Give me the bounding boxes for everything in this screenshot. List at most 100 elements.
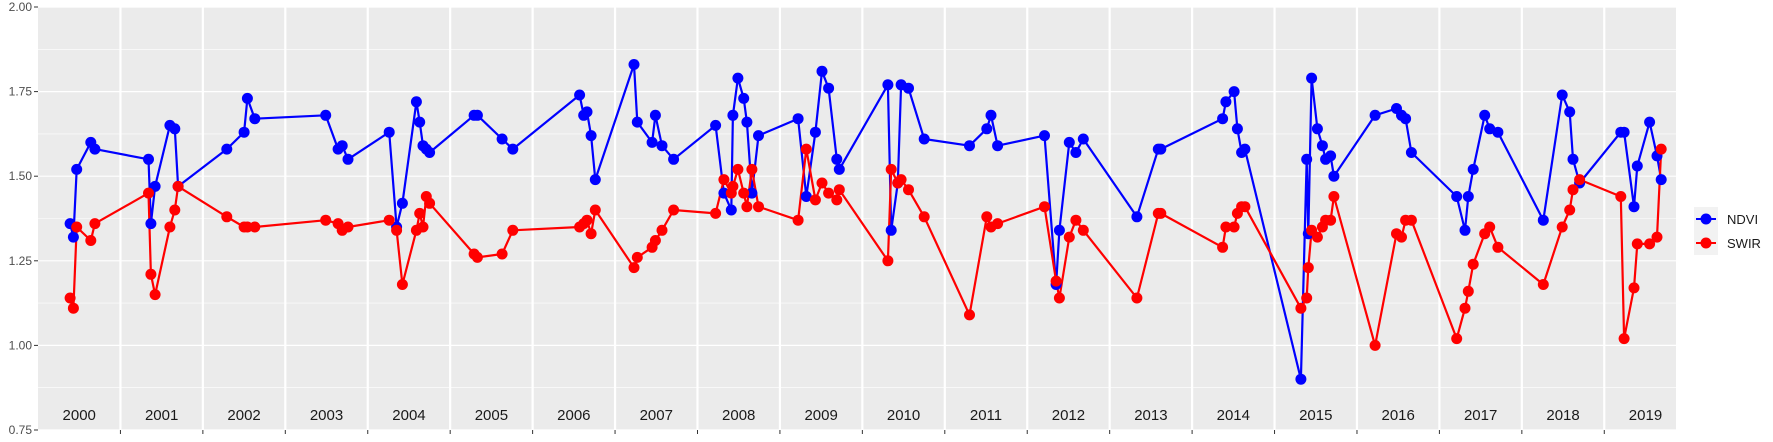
grid-lines: [38, 6, 1676, 431]
ndvi-point: [964, 140, 975, 152]
year-label: 2007: [640, 407, 673, 424]
swir-point: [1328, 191, 1340, 202]
year-label: 2017: [1464, 407, 1497, 424]
swir-point: [507, 224, 519, 236]
y-tick-label: 1.00: [9, 338, 33, 352]
swir-point: [89, 218, 101, 230]
swir-point: [1651, 231, 1663, 243]
ndvi-point: [1039, 130, 1050, 142]
swir-point: [1405, 214, 1417, 226]
ndvi-point: [496, 133, 508, 145]
swir-point: [143, 187, 154, 199]
swir-point: [823, 187, 835, 199]
swir-point: [1311, 231, 1323, 243]
swir-point: [589, 204, 601, 216]
ndvi-point: [383, 126, 395, 138]
ndvi-point: [746, 187, 758, 199]
swir-point: [656, 224, 668, 236]
ndvi-point: [1231, 123, 1243, 135]
ndvi-point: [1467, 163, 1479, 175]
ndvi-point: [471, 109, 483, 121]
swir-point: [1537, 279, 1549, 290]
ndvi-point: [1628, 201, 1640, 213]
ndvi-point: [727, 109, 739, 121]
ndvi-point: [585, 130, 597, 142]
ndvi-point: [992, 140, 1004, 152]
swir-point: [71, 221, 83, 233]
ndvi-point: [631, 116, 643, 128]
ndvi-point: [507, 143, 519, 155]
swir-point: [1050, 275, 1062, 287]
swir-point: [1459, 302, 1471, 314]
ndvi-point: [1053, 224, 1065, 236]
ndvi-point: [710, 119, 722, 131]
swir-point: [581, 214, 593, 226]
swir-point: [753, 201, 764, 213]
ndvi-point: [1405, 147, 1417, 158]
ndvi-point: [809, 126, 821, 138]
swir-point: [718, 174, 730, 186]
swir-point: [145, 268, 157, 280]
year-label: 2010: [887, 407, 920, 424]
ndvi-point: [1063, 136, 1075, 148]
ndvi-point: [1479, 109, 1491, 121]
swir-point: [172, 180, 184, 192]
ndvi-point: [1369, 109, 1381, 121]
ndvi-point: [1655, 174, 1667, 186]
year-label: 2001: [145, 407, 178, 424]
swir-point: [149, 289, 161, 301]
y-tick-label: 0.75: [9, 423, 33, 437]
ndvi-point: [646, 136, 658, 148]
swir-point: [1628, 282, 1640, 294]
swir-point: [792, 214, 804, 226]
swir-point: [1556, 221, 1568, 233]
legend-key-swir-point: [1700, 237, 1712, 249]
ndvi-point: [1311, 123, 1323, 135]
ndvi-point: [238, 126, 250, 138]
swir-point: [1155, 207, 1167, 219]
swir-point: [1220, 221, 1232, 233]
swir-point: [1070, 214, 1082, 226]
year-label: 2006: [557, 407, 590, 424]
ndvi-point: [738, 92, 750, 104]
ndvi-point: [1644, 116, 1656, 128]
swir-point: [1039, 201, 1050, 213]
ndvi-point: [1239, 143, 1251, 155]
swir-point: [249, 221, 261, 233]
ndvi-point: [1220, 96, 1232, 108]
swir-point: [1492, 241, 1504, 253]
swir-point: [992, 218, 1004, 230]
ndvi-point: [336, 140, 348, 152]
swir-point: [831, 194, 843, 206]
ndvi-point: [396, 197, 408, 209]
year-label: 2002: [227, 407, 260, 424]
ndvi-point: [985, 109, 997, 121]
swir-point: [1631, 238, 1643, 250]
swir-point: [882, 255, 894, 267]
legend-label-ndvi: NDVI: [1727, 212, 1758, 227]
swir-point: [732, 163, 744, 175]
swir-point: [1053, 292, 1065, 304]
ndvi-point: [1131, 211, 1143, 223]
year-label: 2005: [475, 407, 508, 424]
swir-point: [1615, 191, 1627, 202]
swir-point: [164, 221, 176, 233]
swir-point: [895, 174, 907, 186]
ndvi-point: [823, 82, 835, 94]
swir-point: [727, 180, 739, 192]
ndvi-point: [1556, 89, 1568, 101]
swir-point: [67, 302, 79, 314]
swir-point: [320, 214, 332, 226]
swir-point: [1217, 241, 1229, 253]
x-axis: 2000 2001 2002 2003 2004 2005 2006 2007 2008 2009…: [63, 407, 1662, 434]
ndvi-point: [145, 218, 157, 230]
y-axis: 0.75 1.00 1.25 1.50 1.75 2.00: [9, 0, 38, 437]
swir-point: [668, 204, 680, 216]
year-label: 2009: [804, 407, 837, 424]
swir-point: [1564, 204, 1576, 216]
ndvi-point: [1328, 170, 1340, 182]
ndvi-point: [342, 153, 354, 165]
swir-point: [809, 194, 821, 206]
swir-point: [1574, 174, 1586, 186]
ndvi-point: [320, 109, 332, 121]
